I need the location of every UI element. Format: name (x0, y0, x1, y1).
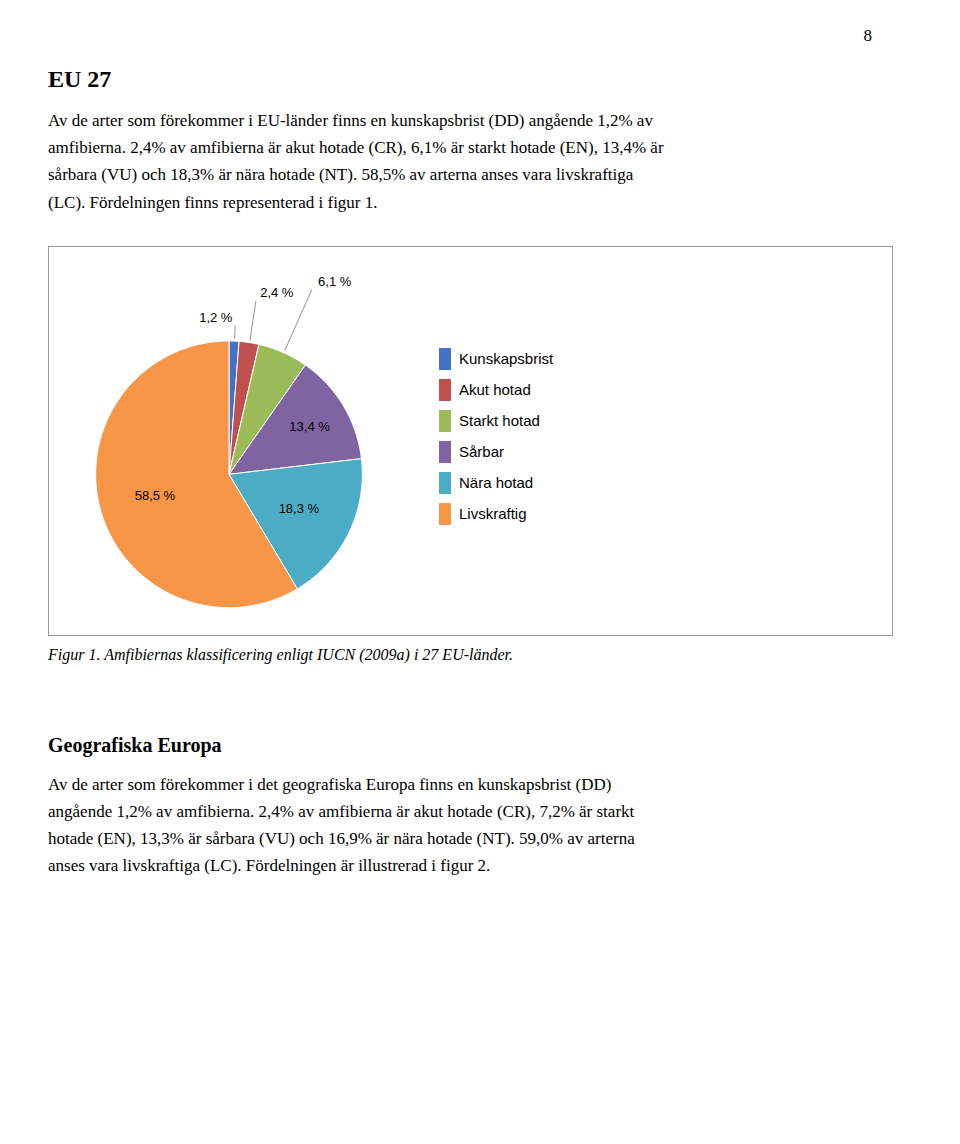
svg-text:58,5 %: 58,5 % (135, 487, 176, 502)
html-text:Akut hotad: Akut hotad (459, 381, 531, 398)
html-text:Kunskapsbrist: Kunskapsbrist (459, 350, 554, 367)
svg-text:2,4 %: 2,4 % (260, 285, 294, 300)
svg-text:6,1 %: 6,1 % (318, 274, 352, 289)
html-text:Geografiska Europa: Geografiska Europa (48, 733, 222, 756)
html-text:Av de arter som förekommer i d: Av de arter som förekommer i det geograf… (48, 774, 635, 876)
html-text:Sårbar: Sårbar (459, 443, 504, 460)
html-text:Nära hotad: Nära hotad (459, 474, 534, 491)
svg-text:13,4 %: 13,4 % (289, 419, 330, 434)
svg-text:18,3 %: 18,3 % (279, 501, 320, 516)
html-text:8: 8 (863, 26, 872, 45)
html-text:Livskraftig: Livskraftig (459, 505, 527, 522)
html-text:Starkt hotad: Starkt hotad (459, 412, 540, 429)
svg-text:1,2 %: 1,2 % (199, 310, 233, 325)
html-text:Av de arter som förekommer i E: Av de arter som förekommer i EU-länder f… (48, 111, 664, 212)
html-text:Figur 1. Amfibiernas klassific: Figur 1. Amfibiernas klassificering enli… (48, 645, 513, 663)
html-text:EU 27: EU 27 (48, 66, 112, 92)
